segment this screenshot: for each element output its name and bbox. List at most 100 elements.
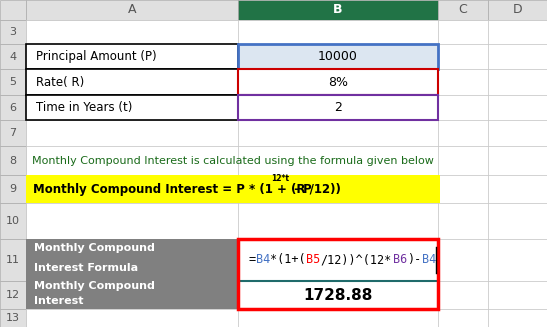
Bar: [0, 0, 26, 20]
Bar: [438, 239, 488, 281]
Bar: [26, 146, 238, 175]
Bar: [238, 69, 438, 95]
Text: Monthly Compound: Monthly Compound: [34, 243, 155, 252]
Bar: [26, 95, 238, 120]
Bar: [438, 69, 488, 95]
Bar: [238, 120, 438, 146]
Bar: [238, 95, 438, 120]
Bar: [488, 309, 547, 327]
Text: 13: 13: [6, 313, 20, 323]
Bar: [26, 44, 238, 69]
Bar: [438, 281, 488, 309]
Bar: [238, 0, 438, 20]
Text: 9: 9: [9, 184, 17, 194]
Text: Monthly Compound Interest = P * (1 + (R /12)): Monthly Compound Interest = P * (1 + (R …: [33, 182, 341, 196]
Text: 8%: 8%: [328, 76, 348, 89]
Text: B6: B6: [393, 253, 407, 267]
Text: C: C: [459, 3, 467, 16]
Text: Interest Formula: Interest Formula: [34, 263, 138, 273]
Bar: [26, 20, 238, 44]
Text: 10: 10: [6, 216, 20, 226]
Bar: [438, 203, 488, 239]
Bar: [238, 281, 438, 309]
Text: 1728.88: 1728.88: [303, 288, 373, 302]
Bar: [26, 175, 440, 203]
Bar: [26, 309, 238, 327]
Bar: [26, 44, 238, 69]
Text: 8: 8: [9, 156, 17, 165]
Bar: [0, 309, 26, 327]
Bar: [238, 69, 438, 95]
Text: Interest: Interest: [34, 296, 84, 306]
Bar: [488, 44, 547, 69]
Bar: [438, 146, 488, 175]
Text: Monthly Compound Interest is calculated using the formula given below: Monthly Compound Interest is calculated …: [32, 156, 434, 165]
Bar: [238, 44, 438, 69]
Bar: [438, 120, 488, 146]
Bar: [238, 203, 438, 239]
Text: 12*t: 12*t: [272, 174, 289, 183]
Bar: [438, 0, 488, 20]
Text: B4: B4: [256, 253, 270, 267]
Bar: [438, 44, 488, 69]
Bar: [488, 239, 547, 281]
Text: B5: B5: [306, 253, 321, 267]
Bar: [238, 309, 438, 327]
Text: B: B: [333, 3, 342, 16]
Bar: [26, 95, 238, 120]
Bar: [438, 175, 488, 203]
Bar: [238, 239, 438, 281]
Bar: [26, 175, 238, 203]
Bar: [26, 120, 238, 146]
Bar: [488, 0, 547, 20]
Bar: [26, 239, 238, 281]
Bar: [438, 20, 488, 44]
Text: Monthly Compound: Monthly Compound: [34, 281, 155, 291]
Bar: [438, 309, 488, 327]
Text: 6: 6: [10, 103, 16, 112]
Bar: [0, 120, 26, 146]
Bar: [238, 20, 438, 44]
Bar: [238, 175, 438, 203]
Bar: [0, 203, 26, 239]
Text: /12))^(12*: /12))^(12*: [321, 253, 392, 267]
Bar: [0, 146, 26, 175]
Text: 5: 5: [10, 77, 16, 87]
Text: 7: 7: [9, 128, 17, 138]
Bar: [238, 281, 438, 309]
Bar: [488, 69, 547, 95]
Text: A: A: [128, 3, 136, 16]
Bar: [26, 239, 238, 281]
Bar: [26, 69, 238, 95]
Text: Time in Years (t): Time in Years (t): [36, 101, 132, 114]
Bar: [238, 44, 438, 69]
Text: =: =: [249, 253, 256, 267]
Text: 10000: 10000: [318, 50, 358, 63]
Bar: [0, 20, 26, 44]
Bar: [488, 146, 547, 175]
Text: )-: )-: [408, 253, 422, 267]
Text: 2: 2: [334, 101, 342, 114]
Bar: [26, 69, 238, 95]
Text: 3: 3: [10, 27, 16, 37]
Bar: [26, 281, 238, 309]
Bar: [26, 0, 238, 20]
Text: Principal Amount (P): Principal Amount (P): [36, 50, 157, 63]
Bar: [438, 95, 488, 120]
Bar: [488, 175, 547, 203]
Text: - P: - P: [290, 182, 312, 196]
Bar: [488, 95, 547, 120]
Text: D: D: [513, 3, 522, 16]
Text: 12: 12: [6, 290, 20, 300]
Bar: [0, 95, 26, 120]
Text: 11: 11: [6, 255, 20, 265]
Bar: [488, 120, 547, 146]
Text: B4: B4: [422, 253, 436, 267]
Text: 4: 4: [9, 52, 17, 61]
Bar: [26, 281, 238, 309]
Bar: [0, 239, 26, 281]
Bar: [0, 69, 26, 95]
Bar: [0, 175, 26, 203]
Text: *(1+(: *(1+(: [270, 253, 306, 267]
Bar: [238, 95, 438, 120]
